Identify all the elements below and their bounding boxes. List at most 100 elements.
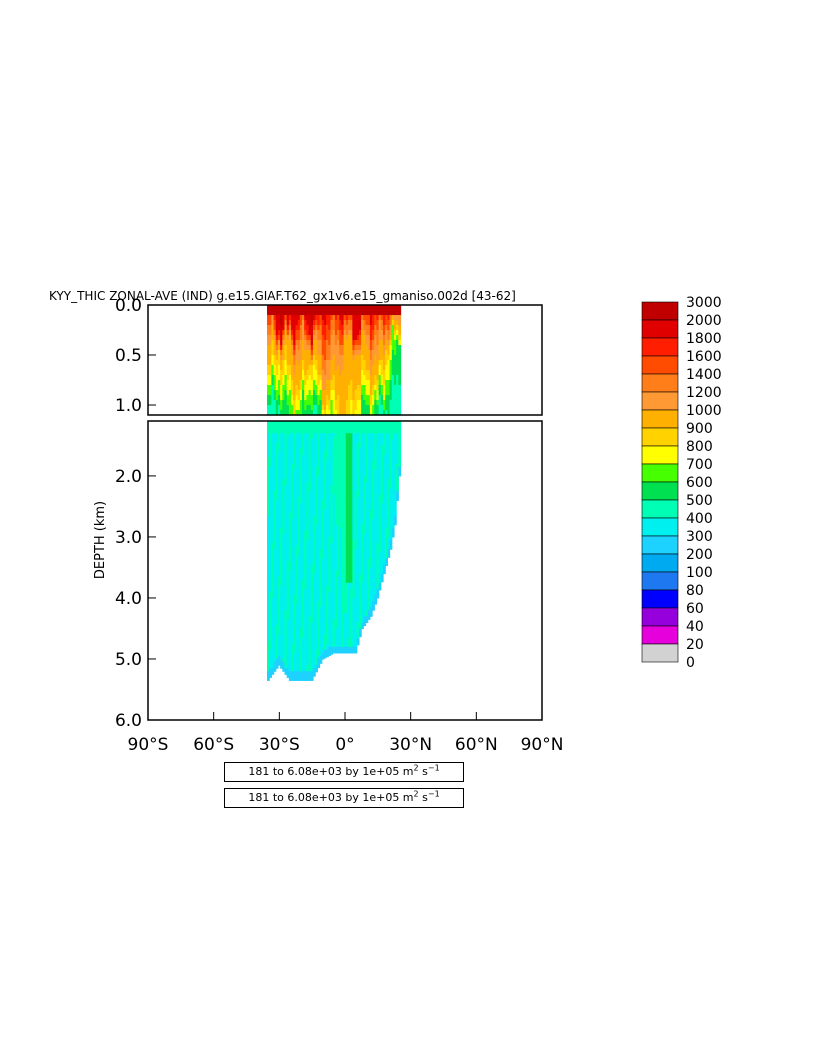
field-cell [374,380,378,386]
field-cell [321,503,325,508]
field-cell [310,588,314,593]
field-cell [295,310,299,316]
field-cell [304,390,307,396]
field-cell [286,646,290,651]
field-cell [354,400,358,406]
field-cell [286,585,290,590]
field-cell [273,421,277,425]
field-cell [302,597,305,602]
field-cell [345,601,349,605]
field-cell [365,439,369,443]
field-cell [363,619,367,623]
field-cell [343,325,347,331]
field-cell [347,427,351,431]
field-cell [291,549,294,553]
field-cell [328,640,332,645]
field-cell [277,622,281,627]
field-cell [293,365,297,371]
field-cell [312,395,316,401]
field-cell [352,310,356,316]
field-cell [330,631,334,636]
field-cell [350,625,353,630]
field-cell [396,315,399,321]
field-cell [277,494,281,498]
field-cell [304,506,307,511]
field-cell [284,555,288,559]
field-cell [275,576,279,581]
field-cell [352,427,356,431]
field-cell [286,448,290,453]
field-cell [337,405,340,411]
field-cell [337,521,340,526]
field-cell [288,494,292,498]
field-cell [363,325,367,331]
field-cell [271,355,275,361]
field-cell [323,625,327,630]
field-cell [317,430,321,434]
field-cell [315,503,318,508]
field-cell [376,395,380,401]
field-cell [323,634,327,639]
field-cell [332,634,336,639]
field-cell [332,564,336,569]
field-cell [275,652,279,657]
field-cell [306,549,310,553]
field-cell [328,375,332,381]
field-cell [284,340,288,346]
field-cell [312,588,316,593]
field-cell [306,457,310,462]
field-cell [312,469,316,474]
field-cell [363,518,367,523]
field-cell [365,494,369,498]
field-cell [277,655,281,660]
field-cell [347,350,351,356]
field-cell [389,330,393,336]
field-cell [326,355,329,361]
field-cell [363,488,367,492]
field-cell [339,410,343,416]
field-cell [334,628,338,633]
field-cell [341,585,345,590]
field-cell [277,579,281,584]
field-cell [271,430,275,434]
field-cell [293,454,297,459]
field-cell [339,530,343,535]
field-cell [291,655,294,660]
field-cell [291,463,294,468]
field-cell [350,405,353,411]
field-cell [323,360,327,366]
field-cell [295,518,299,523]
field-cell [302,503,305,508]
field-cell [343,509,347,514]
field-cell [280,491,283,495]
field-cell [352,445,356,450]
field-cell [291,631,294,636]
field-cell [291,488,294,492]
field-cell [326,478,329,483]
field-cell [361,491,364,495]
field-cell [332,410,336,416]
field-cell [304,494,307,498]
field-cell [275,573,279,578]
field-cell [319,305,323,311]
field-cell [273,320,277,326]
field-cell [337,410,340,416]
field-cell [306,576,310,581]
field-cell [304,439,307,443]
field-cell [358,558,362,562]
field-cell [295,607,299,611]
field-cell [310,506,314,511]
field-cell [293,622,297,627]
field-cell [319,521,323,526]
field-cell [312,601,316,605]
field-cell [339,478,343,483]
field-cell [358,539,362,544]
field-cell [310,421,314,425]
field-cell [312,460,316,465]
field-cell [328,454,332,459]
field-cell [315,646,318,651]
field-cell [396,305,399,311]
field-cell [271,637,275,642]
field-cell [345,365,349,371]
field-cell [352,622,356,627]
